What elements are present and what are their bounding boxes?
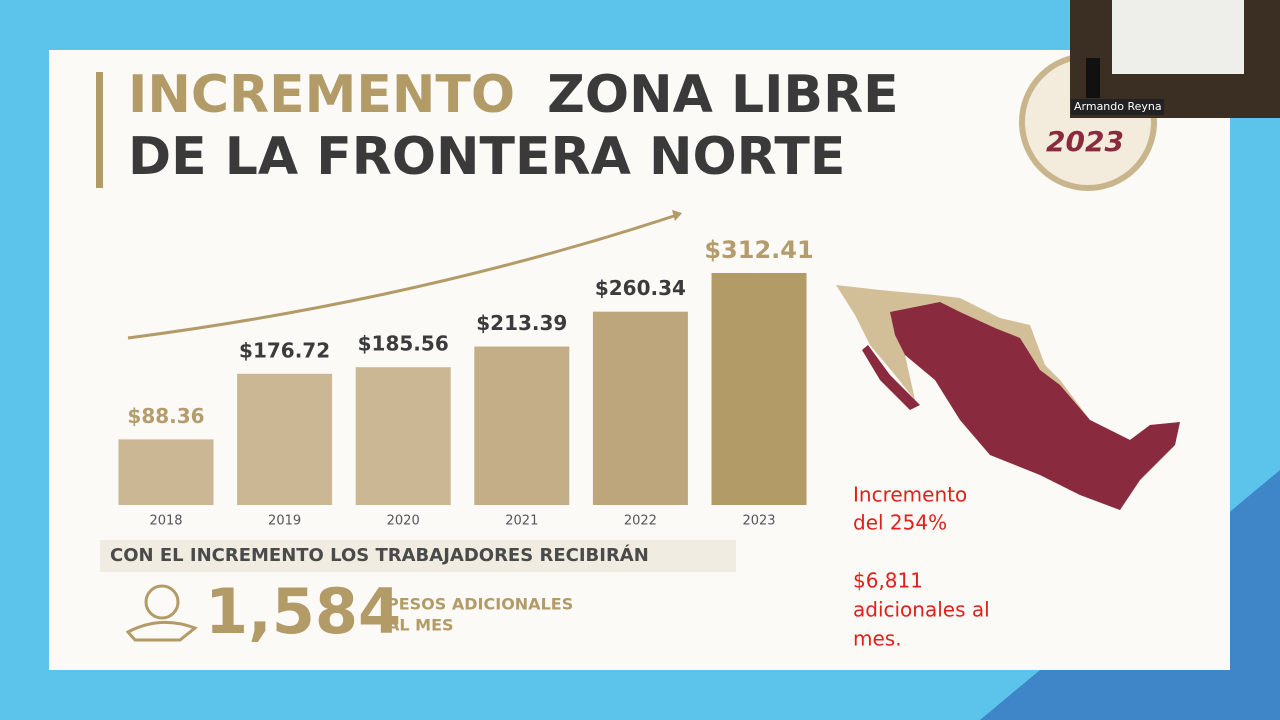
summary-unit: PESOS ADICIONALES	[387, 595, 573, 614]
heading-band	[100, 540, 736, 572]
x-tick-label: 2021	[505, 514, 538, 529]
value-label: $312.41	[704, 236, 813, 264]
coin-icon	[144, 584, 180, 620]
x-tick-label: 2020	[387, 514, 420, 529]
notes: Incremento del 254% $6,811 adicionales a…	[853, 483, 990, 651]
value-label: $176.72	[239, 338, 330, 362]
bar-chart: $88.36 2018 $176.72 2019 $185.56 2020 $213.39 2…	[118, 236, 814, 529]
webcam-screen	[1112, 0, 1244, 74]
bar	[237, 373, 333, 505]
hand-icon	[125, 620, 199, 642]
note-line: $6,811	[853, 569, 923, 593]
bar	[711, 273, 807, 505]
note-line: Incremento	[853, 483, 967, 507]
bar	[474, 346, 570, 505]
x-tick-label: 2018	[149, 514, 182, 529]
title-rest: ZONA LIBRE	[547, 65, 898, 125]
arrow-head	[672, 210, 682, 221]
webcam-person	[1086, 58, 1100, 98]
title-line: DE LA FRONTERA NORTE	[128, 127, 845, 187]
trend-arrow	[127, 212, 681, 340]
x-tick-label: 2022	[624, 514, 657, 529]
map-mexico	[862, 302, 1180, 510]
logo-year: 2023	[1046, 125, 1124, 158]
summary-heading: CON EL INCREMENTO LOS TRABAJADORES RECIB…	[110, 544, 649, 566]
summary-unit: AL MES	[387, 616, 454, 635]
x-tick-label: 2019	[268, 514, 301, 529]
value-label: $260.34	[595, 276, 686, 300]
bar	[592, 311, 688, 505]
x-tick-label: 2023	[742, 514, 775, 529]
speaker-name: Armando Reyna	[1074, 100, 1162, 113]
value-label: $213.39	[476, 311, 567, 335]
title-highlight: INCREMENTO	[128, 65, 515, 125]
value-label: $88.36	[127, 404, 204, 428]
title-bar	[96, 72, 103, 188]
summary-amount: 1,584	[205, 575, 401, 648]
note-line: adicionales al	[853, 598, 990, 622]
slide-title: INCREMENTO ZONA LIBRE	[128, 65, 899, 125]
note-line: mes.	[853, 627, 902, 651]
speaker-tag	[1071, 99, 1164, 115]
bar	[355, 367, 451, 505]
value-label: $185.56	[358, 332, 449, 356]
bar	[118, 439, 214, 505]
note-line: del 254%	[853, 511, 947, 535]
